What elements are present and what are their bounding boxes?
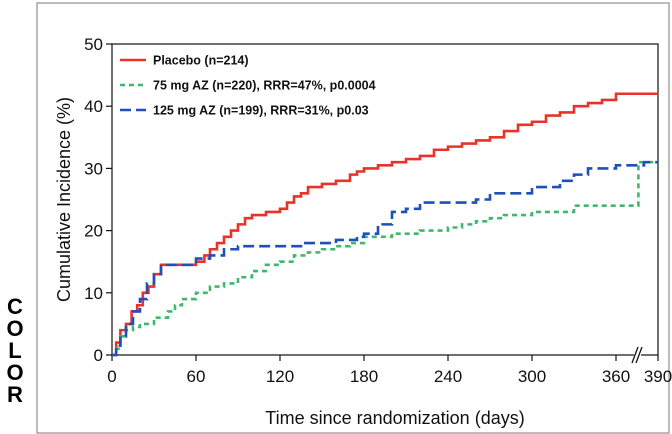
color-side-letter: L [8,338,21,363]
x-tick-label: 60 [187,367,206,386]
outer-frame [36,2,670,434]
series-line-3 [112,160,658,357]
color-side-letter: C [7,294,23,319]
y-axis-title: Cumulative Incidence (%) [54,97,74,302]
y-tick-label: 10 [84,284,103,303]
legend-label-3: 125 mg AZ (n=199), RRR=31%, p0.03 [153,104,369,118]
x-tick-label: 180 [350,367,378,386]
legend-label-2: 75 mg AZ (n=220), RRR=47%, p0.0004 [153,79,376,93]
plot-frame [111,43,659,356]
plot-area [111,43,659,356]
y-tick-label: 0 [94,346,103,365]
x-axis-title: Time since randomization (days) [265,408,524,428]
x-tick-label: 120 [266,367,294,386]
color-side-letter: O [6,360,23,385]
legend-label-1: Placebo (n=214) [153,54,249,68]
y-tick-label: 20 [84,222,103,241]
x-tick-label: 240 [434,367,462,386]
axes: 0 10 20 30 40 50 0 60 120 180 240 300 360 390 [84,35,672,386]
series-line-2 [112,160,658,357]
x-tick-label: 360 [602,367,630,386]
series-layer [112,92,658,357]
y-tick-label: 30 [84,159,103,178]
x-tick-label: 0 [107,367,116,386]
axis-break-gap [634,353,641,358]
x-tick-label: 300 [518,367,546,386]
y-tick-label: 50 [84,35,103,54]
axis-break-mark [635,346,643,364]
x-tick-label: 390 [644,367,672,386]
axis-break-mark [631,346,639,364]
y-tick-label: 40 [84,97,103,116]
color-side-letter: R [7,382,23,407]
color-side-letter: O [6,316,23,341]
legend: Placebo (n=214) 75 mg AZ (n=220), RRR=47%… [120,54,376,118]
